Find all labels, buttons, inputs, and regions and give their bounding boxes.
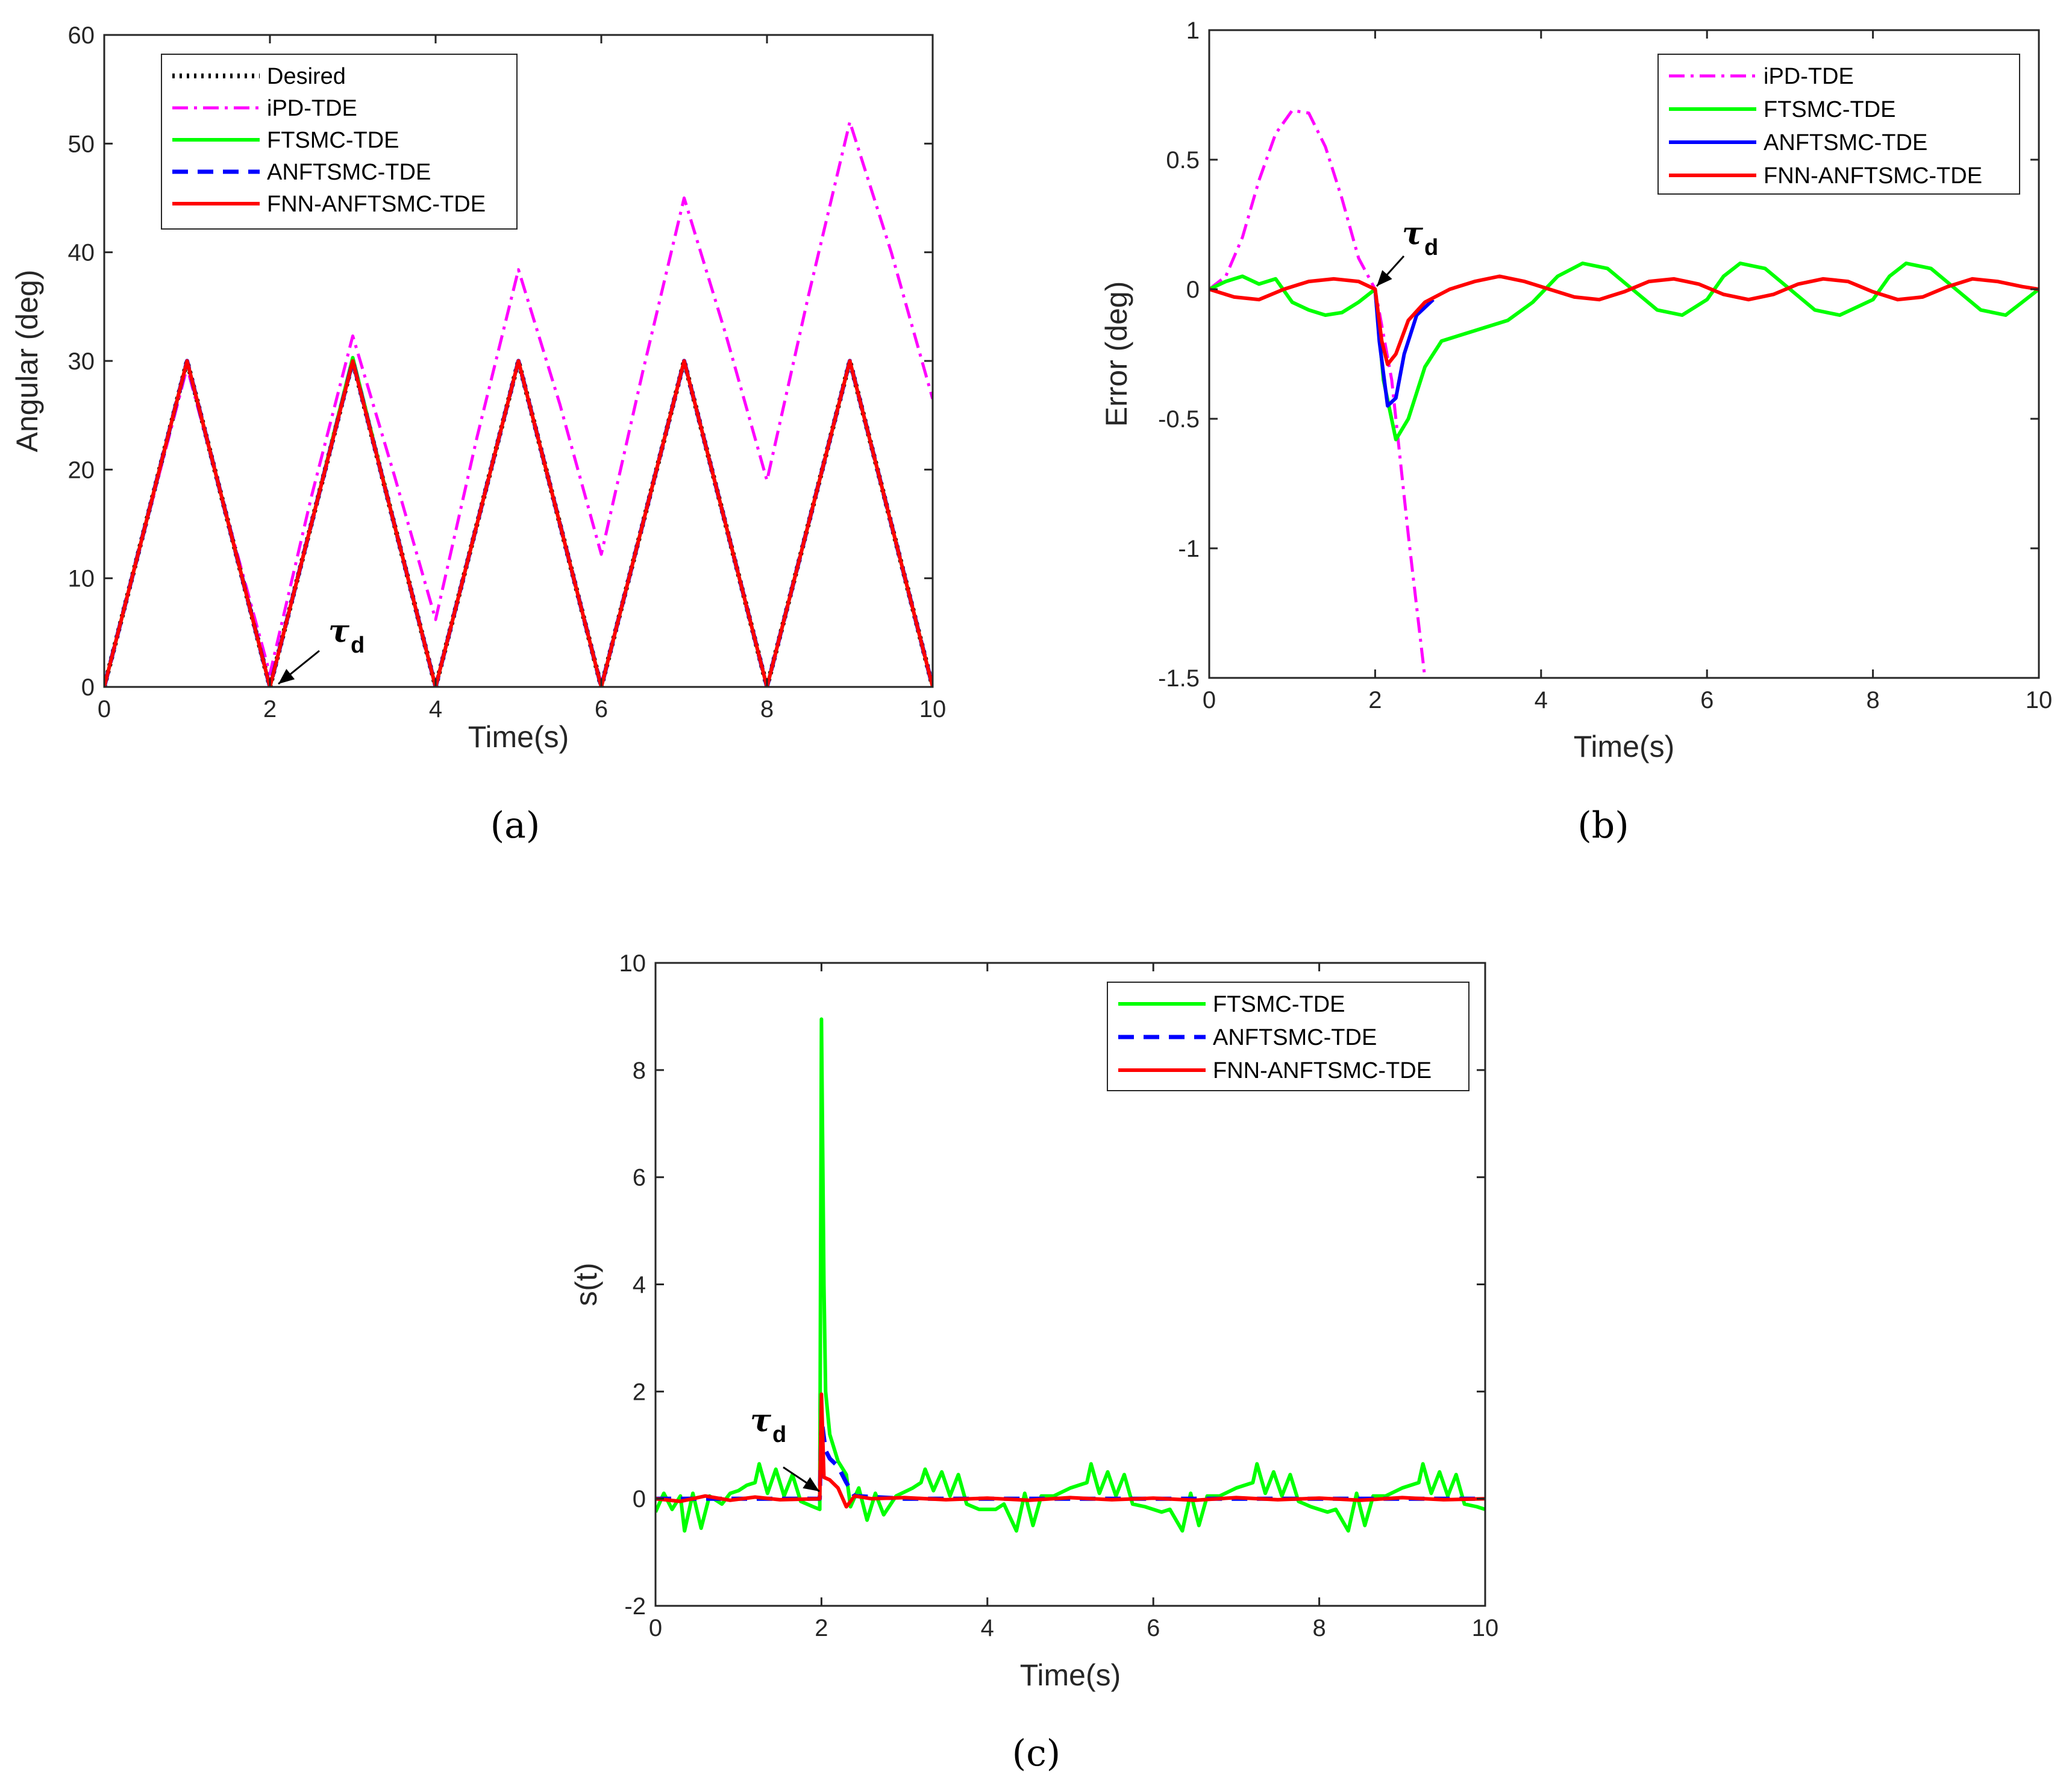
tau-symbol: τ xyxy=(328,613,350,650)
y-tick-label: 8 xyxy=(633,1058,646,1084)
y-tick-label: 20 xyxy=(68,457,95,483)
axes-frame xyxy=(1208,29,2040,679)
y-tick-label: -1.5 xyxy=(1158,665,1200,692)
legend-label-fnn: FNN-ANFTSMC-TDE xyxy=(267,192,486,217)
legend-label-fnn: FNN-ANFTSMC-TDE xyxy=(1764,163,1982,189)
y-tick-label: 10 xyxy=(619,950,646,977)
y-tick-label: 2 xyxy=(633,1379,646,1405)
panel-c-plot: 0 2 4 6 8 10-20246810Time(s)s(t)FTSMC-TDEANFT… xyxy=(569,950,1498,1692)
tau-subscript: d xyxy=(351,633,365,658)
tau-subscript: d xyxy=(772,1422,786,1447)
x-axis-label: Time(s) xyxy=(468,720,569,754)
series-fnn-line xyxy=(104,359,933,687)
series-fnn-line xyxy=(656,1392,1485,1509)
x-tick-label: 10 xyxy=(1472,1615,1499,1641)
annotation-arrowhead xyxy=(278,669,295,684)
tau-symbol: τ xyxy=(1402,215,1424,252)
x-tick-label: 6 xyxy=(1700,687,1714,713)
x-tick-label: 2 xyxy=(1368,687,1382,713)
x-tick-label: 10 xyxy=(2026,687,2053,713)
y-tick-label: 0.5 xyxy=(1166,147,1200,174)
x-tick-label: 10 xyxy=(919,696,947,722)
legend-label-anftsmc: ANFTSMC-TDE xyxy=(1764,130,1927,155)
legend: FTSMC-TDE ANFTSMC-TDE FNN-ANFTSMC-TDE xyxy=(1107,982,1469,1091)
x-axis-label: Time(s) xyxy=(1020,1658,1121,1692)
panel-c: 0 2 4 6 8 10-20246810Time(s)s(t)FTSMC-TDEANFT… xyxy=(569,950,1498,1775)
legend-box xyxy=(1107,982,1469,1091)
y-tick-label: 10 xyxy=(68,566,95,592)
y-tick-label: -0.5 xyxy=(1158,406,1200,433)
y-axis-label: Angular (deg) xyxy=(10,270,44,453)
legend-label-anftsmc: ANFTSMC-TDE xyxy=(267,160,431,185)
panel-c-caption: (c) xyxy=(1012,1732,1060,1775)
y-tick-label: 0 xyxy=(81,674,95,701)
y-tick-label: 4 xyxy=(633,1272,646,1299)
annotation-arrowhead xyxy=(803,1477,819,1491)
series-ftsmc-line xyxy=(656,1017,1485,1533)
y-tick-label: 0 xyxy=(1186,277,1200,303)
y-tick-label: 6 xyxy=(633,1165,646,1191)
x-tick-label: 6 xyxy=(595,696,608,722)
y-axis-label: Error (deg) xyxy=(1100,281,1133,427)
panel-b-caption: (b) xyxy=(1577,804,1629,847)
y-tick-label: 30 xyxy=(68,348,95,375)
series-anftsmc-line xyxy=(1373,289,1435,408)
series-ipd-line xyxy=(104,120,933,687)
panel-a-caption: (a) xyxy=(490,804,540,847)
x-tick-label: 6 xyxy=(1147,1615,1160,1641)
x-tick-label: 4 xyxy=(981,1615,994,1641)
y-tick-label: 40 xyxy=(68,240,95,266)
legend-label-fnn: FNN-ANFTSMC-TDE xyxy=(1213,1058,1432,1083)
tau-d-annotation: τd xyxy=(328,613,365,658)
x-tick-label: 8 xyxy=(1866,687,1879,713)
x-tick-label: 8 xyxy=(1312,1615,1326,1641)
x-tick-label: 4 xyxy=(429,696,442,722)
x-tick-label: 2 xyxy=(815,1615,828,1641)
panel-a: 0 2 4 6 8 10 0 10 20 30 40 50 60 Time(s) Angular (deg)… xyxy=(10,22,946,847)
x-axis-label: Time(s) xyxy=(1574,730,1675,763)
tau-subscript: d xyxy=(1424,235,1438,260)
x-tick-label: 0 xyxy=(649,1615,662,1641)
panel-b: 0 2 4 6 8 10 -1.5 -1 -0.5 0 0.5 1 Time(s) Error (deg)… xyxy=(1100,17,2052,847)
y-tick-label: -2 xyxy=(624,1593,646,1620)
panel-a-plot: 0 2 4 6 8 10 0 10 20 30 40 50 60 Time(s) Angular (deg)… xyxy=(10,22,946,754)
legend-label-ftsmc: FTSMC-TDE xyxy=(1764,97,1896,122)
legend: iPD-TDE FTSMC-TDE ANFTSMC-TDE FNN-ANFTSMC-T… xyxy=(1657,54,2020,195)
y-tick-label: 1 xyxy=(1186,17,1200,44)
legend-label-ftsmc: FTSMC-TDE xyxy=(1213,992,1345,1017)
legend-label-ipd: iPD-TDE xyxy=(267,96,357,121)
legend-label-anftsmc: ANFTSMC-TDE xyxy=(1213,1025,1377,1050)
legend-label-desired: Desired xyxy=(267,64,346,89)
legend-label-ipd: iPD-TDE xyxy=(1764,64,1854,89)
y-tick-label: -1 xyxy=(1178,536,1200,562)
annotation-arrowhead xyxy=(1377,270,1392,286)
x-tick-label: 8 xyxy=(760,696,774,722)
x-tick-label: 4 xyxy=(1535,687,1548,713)
tau-d-annotation: τd xyxy=(1402,215,1438,260)
x-tick-label: 2 xyxy=(263,696,277,722)
series-fnn-line xyxy=(1209,274,2039,366)
y-tick-label: 60 xyxy=(68,22,95,49)
y-tick-label: 50 xyxy=(68,131,95,157)
y-axis-label: s(t) xyxy=(569,1262,603,1306)
tau-symbol: τ xyxy=(750,1402,772,1439)
x-tick-label: 0 xyxy=(1203,687,1216,713)
legend-box xyxy=(1657,54,2020,195)
x-tick-label: 0 xyxy=(98,696,111,722)
y-tick-label: 0 xyxy=(633,1486,646,1512)
legend-label-ftsmc: FTSMC-TDE xyxy=(267,128,399,153)
panel-b-plot: 0 2 4 6 8 10 -1.5 -1 -0.5 0 0.5 1 Time(s) Error (deg)… xyxy=(1100,17,2052,763)
legend: Desired iPD-TDE FTSMC-TDE ANFTSMC-TDE FNN-AN… xyxy=(161,54,518,230)
tau-d-annotation: τd xyxy=(750,1402,786,1447)
